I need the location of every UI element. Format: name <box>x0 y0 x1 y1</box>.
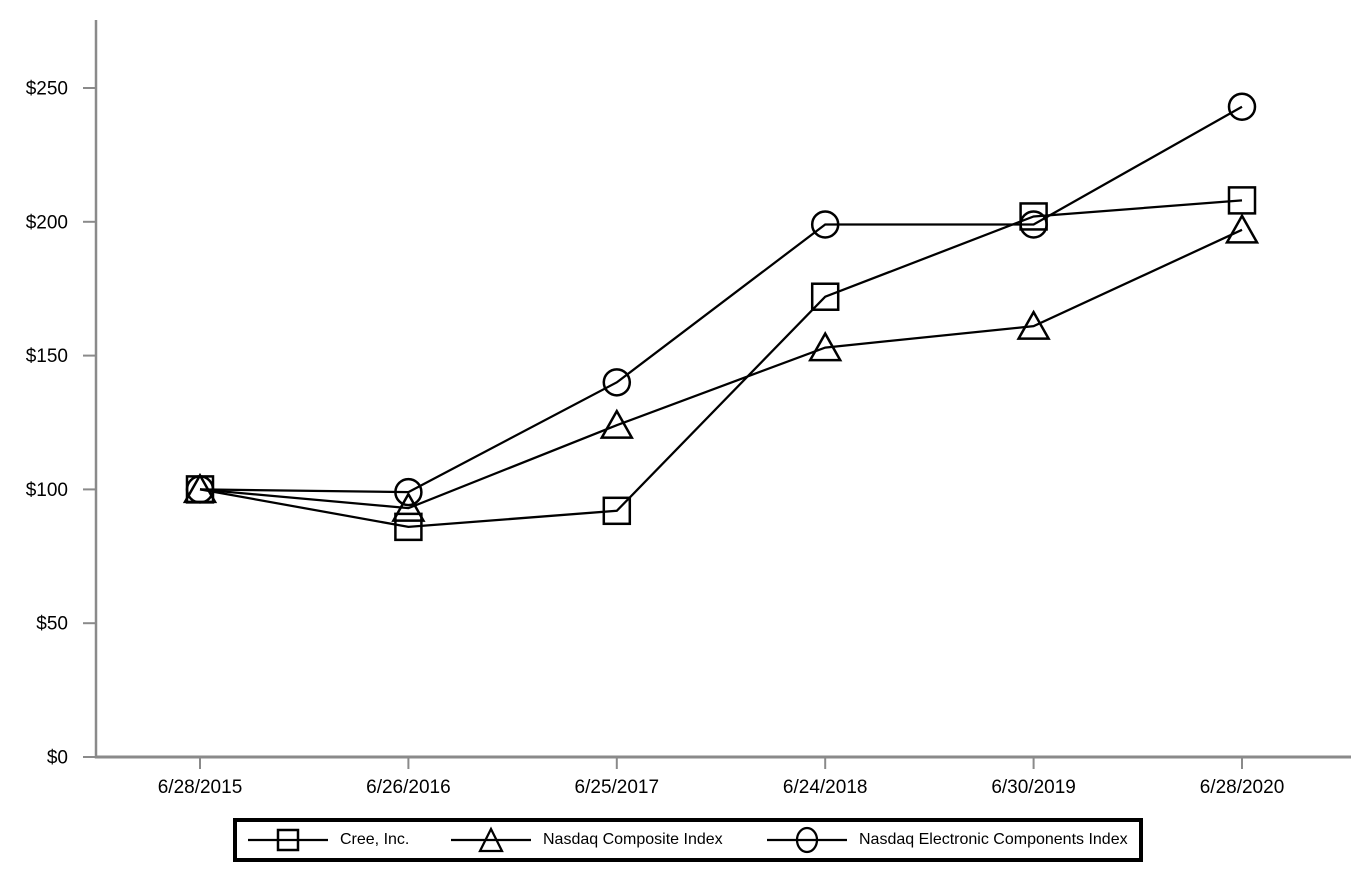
triangle-marker-nasdaq-composite-index <box>1224 213 1260 244</box>
chart-legend: Cree, Inc. Nasdaq Composite Index Nasdaq… <box>233 818 1143 862</box>
x-tick-label: 6/28/2020 <box>1200 777 1285 798</box>
circle-marker-nasdaq-electronic-components-index <box>810 210 840 239</box>
square-marker-icon <box>248 828 328 852</box>
y-tick-label: $200 <box>26 212 68 233</box>
triangle-marker-icon <box>451 826 531 853</box>
triangle-marker-nasdaq-composite-index <box>391 491 426 522</box>
y-tick-label: $250 <box>26 79 68 100</box>
legend-item-nasdaq-electronic-components-index: Nasdaq Electronic Components Index <box>767 822 1128 858</box>
x-tick-label: 6/25/2017 <box>575 777 660 798</box>
square-marker-cree-inc <box>1019 202 1048 231</box>
x-tick-label: 6/30/2019 <box>991 777 1076 798</box>
circle-marker-nasdaq-electronic-components-index <box>394 477 423 507</box>
legend-circle <box>795 826 819 854</box>
square-marker-cree-inc <box>602 496 632 526</box>
circle-marker-icon <box>767 826 847 854</box>
x-tick-label: 6/26/2016 <box>366 777 451 798</box>
circle-marker-nasdaq-electronic-components-index <box>185 475 215 504</box>
square-marker-cree-inc <box>394 512 423 542</box>
y-tick-label: $0 <box>47 748 68 769</box>
triangle-marker-nasdaq-composite-index <box>1016 309 1051 340</box>
legend-label-cree-inc: Cree, Inc. <box>340 831 410 848</box>
square-marker-cree-inc <box>810 282 840 311</box>
series-line-nasdaq-electronic-components-index <box>199 105 1243 494</box>
series-line-nasdaq-composite-index <box>199 228 1243 510</box>
y-tick-label: $150 <box>26 346 68 367</box>
circle-marker-nasdaq-electronic-components-index <box>1019 210 1048 239</box>
series-line-cree-inc <box>199 199 1243 528</box>
legend-triangle <box>478 826 504 853</box>
legend-item-nasdaq-composite-index: Nasdaq Composite Index <box>451 822 723 858</box>
y-tick-label: $50 <box>36 614 68 635</box>
legend-item-cree-inc: Cree, Inc. <box>248 822 409 858</box>
performance-line-chart: $0 $50 $100 $150 $200 $250 6/28/2015 6/26/2016 6… <box>26 20 1351 798</box>
triangle-marker-nasdaq-composite-index <box>808 331 843 362</box>
circle-marker-nasdaq-electronic-components-index <box>1227 92 1257 121</box>
y-tick-label: $100 <box>26 480 68 501</box>
triangle-marker-nasdaq-composite-index <box>599 408 634 439</box>
legend-label-nasdaq-electronic-components-index: Nasdaq Electronic Components Index <box>859 831 1128 848</box>
legend-square <box>276 828 300 852</box>
legend-label-nasdaq-composite-index: Nasdaq Composite Index <box>543 831 723 848</box>
circle-marker-nasdaq-electronic-components-index <box>602 368 632 397</box>
x-tick-label: 6/24/2018 <box>783 777 868 798</box>
x-tick-label: 6/28/2015 <box>158 777 243 798</box>
